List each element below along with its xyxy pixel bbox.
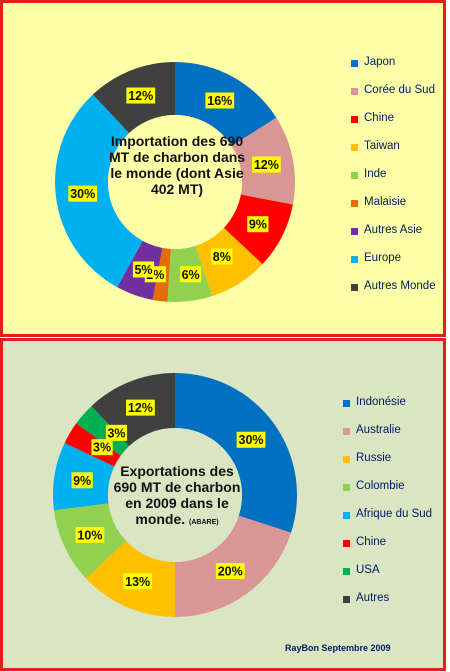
- import-legend-swatch: [351, 172, 358, 179]
- import-legend-label: Malaisie: [364, 196, 407, 208]
- import-legend-label: Taiwan: [364, 140, 400, 152]
- export-label-box-autres: [125, 399, 155, 416]
- export-legend-swatch: [343, 456, 350, 463]
- credit-text: RayBon Septembre 2009: [285, 643, 391, 653]
- export-legend-label: Indonésie: [356, 396, 406, 408]
- import-legend-label: Chine: [364, 112, 395, 124]
- export-label-box-chine: [91, 439, 113, 456]
- import-label-autres-asie: 5%: [134, 263, 152, 277]
- export-legend-swatch: [343, 596, 350, 603]
- export-label-chine: 3%: [93, 441, 111, 455]
- import-legend-label: Autres Asie: [364, 224, 423, 236]
- import-legend-label: Japon: [364, 56, 396, 68]
- import-label-autres-monde: 12%: [128, 89, 153, 103]
- export-label-box-russie: [123, 573, 153, 590]
- import-slice-europe: [54, 94, 143, 288]
- import-legend-swatch: [351, 228, 358, 235]
- import-label-inde: 6%: [182, 268, 200, 282]
- import-label-box-inde: [180, 266, 202, 283]
- export-legend-swatch: [343, 428, 350, 435]
- export-title-note: (ABARE): [189, 519, 219, 527]
- export-label-colombie: 10%: [77, 529, 102, 543]
- import-legend-label: Autres Monde: [364, 280, 436, 292]
- import-label-box-chine: [247, 216, 269, 233]
- import-legend-label: Inde: [364, 168, 387, 180]
- export-donut-chart: 30%20%13%10%9%3%3%12%: [53, 373, 297, 617]
- export-legend-label: Colombie: [356, 480, 405, 492]
- export-legend-label: Australie: [356, 424, 401, 436]
- export-legend-label: Autres: [356, 592, 390, 604]
- import-legend-swatch: [351, 116, 358, 123]
- export-label-russie: 13%: [125, 575, 150, 589]
- import-donut-chart: 16%12%9%8%6%2%5%30%12%: [54, 62, 296, 303]
- export-label-autres: 12%: [128, 401, 153, 415]
- export-legend-swatch: [343, 512, 350, 519]
- export-label-indonesie: 30%: [239, 433, 264, 447]
- export-label-box-australie: [215, 563, 245, 580]
- import-legend-swatch: [351, 256, 358, 263]
- import-legend-swatch: [351, 60, 358, 67]
- import-label-box-coree-du-sud: [251, 156, 281, 173]
- export-slice-usa: [76, 406, 130, 456]
- export-label-usa: 3%: [107, 426, 125, 440]
- export-label-box-colombie: [75, 527, 105, 544]
- import-label-japon: 16%: [207, 94, 232, 108]
- import-label-coree-du-sud: 12%: [254, 158, 279, 172]
- export-legend-swatch: [343, 400, 350, 407]
- import-legend-label: Corée du Sud: [364, 84, 435, 96]
- export-chart-panel: 30% 20% 13% 10% 9% 3% 3% 12% Exportations des 6…: [0, 338, 446, 671]
- export-label-box-indonesie: [236, 431, 266, 448]
- export-slice-indonesie: [175, 373, 297, 533]
- export-label-box-afrique-du-sud: [71, 472, 93, 489]
- import-label-box-autres-asie: [132, 261, 155, 278]
- export-label-afrique-du-sud: 9%: [73, 474, 91, 488]
- import-label-taiwan: 8%: [213, 250, 231, 264]
- import-chart-title: Importation des 690 MT de charbon dans l…: [108, 133, 246, 198]
- import-legend-label: Europe: [364, 252, 402, 264]
- export-legend-label: Russie: [356, 452, 392, 464]
- export-legend-swatch: [343, 568, 350, 575]
- import-label-chine: 9%: [249, 218, 267, 232]
- import-label-box-taiwan: [211, 248, 233, 265]
- import-chart-panel: 16% 12% 9% 8% 6% 2% 5% 30% 12% Importation des 6…: [0, 0, 446, 337]
- import-legend-swatch: [351, 200, 358, 207]
- export-title-text: Exportations des 690 MT de charbon en 20…: [113, 463, 241, 528]
- export-legend-label: Chine: [356, 536, 387, 548]
- export-legend-label: Afrique du Sud: [356, 508, 433, 520]
- import-legend-swatch: [351, 88, 358, 95]
- export-label-box-usa: [105, 424, 128, 441]
- export-donut-hole: [108, 428, 242, 562]
- import-legend-swatch: [351, 284, 358, 291]
- export-legend-label: USA: [356, 564, 380, 576]
- import-label-box-japon: [205, 92, 235, 109]
- import-label-box-europe: [68, 185, 98, 202]
- export-label-australie: 20%: [218, 565, 243, 579]
- import-donut-hole: [108, 115, 242, 249]
- import-legend-swatch: [351, 144, 358, 151]
- export-chart-title: Exportations des 690 MT de charbon en 20…: [111, 463, 243, 527]
- export-legend-swatch: [343, 484, 350, 491]
- import-label-europe: 30%: [70, 187, 95, 201]
- import-label-box-autres-monde: [126, 87, 156, 104]
- export-legend-swatch: [343, 540, 350, 547]
